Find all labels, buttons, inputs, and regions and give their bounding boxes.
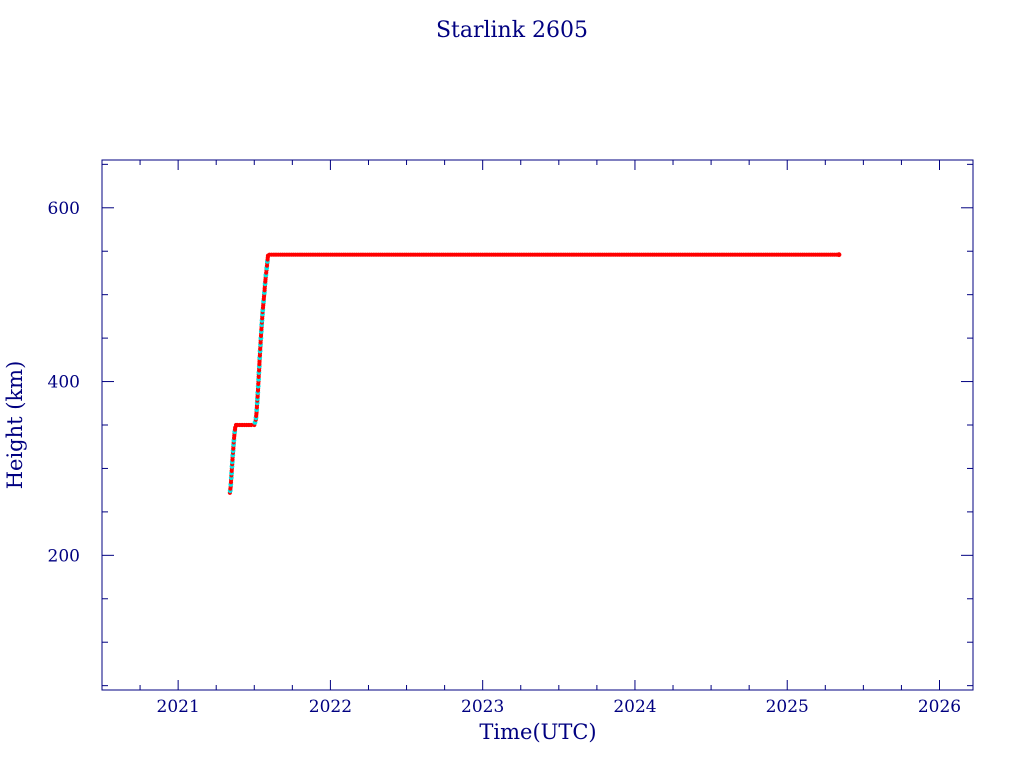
x-tick-label: 2026 — [918, 697, 961, 717]
data-point — [249, 422, 254, 428]
series-line — [229, 254, 839, 493]
x-tick-label: 2025 — [766, 697, 809, 717]
y-tick-label: 600 — [48, 199, 80, 219]
plot-frame — [101, 159, 974, 691]
data-point — [836, 252, 842, 258]
x-axis-label: Time(UTC) — [479, 720, 596, 744]
y-tick-label: 200 — [48, 546, 80, 566]
axis-ticks: 2021 2022 2023 2024 2025 2026 200 400 600 — [48, 160, 973, 717]
x-tick-label: 2022 — [309, 697, 352, 717]
x-tick-label: 2023 — [461, 697, 504, 717]
y-tick-label: 400 — [48, 373, 80, 393]
x-tick-label: 2021 — [157, 697, 200, 717]
chart-title: Starlink 2605 — [436, 18, 588, 43]
plot-border — [101, 159, 974, 691]
y-axis-label: Height (km) — [3, 361, 27, 490]
data-layer — [227, 252, 842, 495]
x-tick-label: 2024 — [613, 697, 656, 717]
